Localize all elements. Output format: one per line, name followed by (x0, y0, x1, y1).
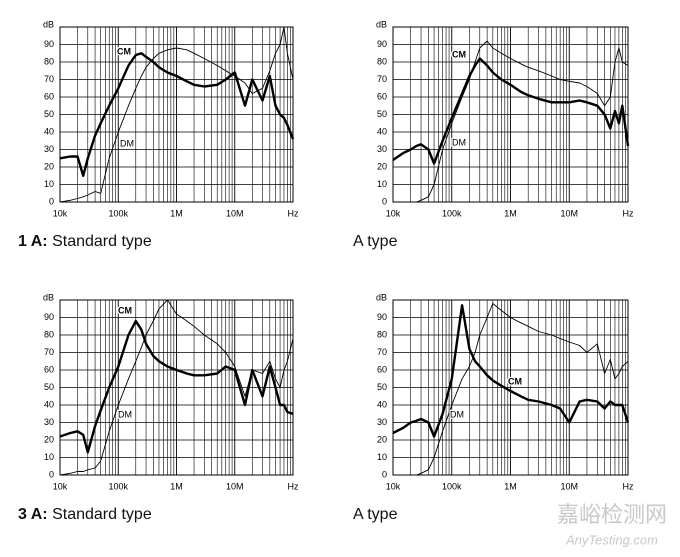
y-tick-label: 50 (44, 109, 54, 119)
y-tick-label: 10 (44, 179, 54, 189)
y-tick-label: 80 (44, 56, 54, 66)
series-label: DM (452, 137, 466, 147)
x-tick-label: 100k (442, 481, 462, 491)
series-label: CM (118, 305, 132, 315)
y-tick-label: 30 (377, 144, 387, 154)
series-line (59, 319, 294, 454)
y-tick-label: 20 (44, 434, 54, 444)
caption-text: A type (353, 233, 398, 250)
y-tick-label: 60 (377, 364, 387, 374)
y-tick-label: 30 (377, 417, 387, 427)
y-tick-label: 90 (377, 312, 387, 322)
x-tick-label: Hz (288, 481, 299, 491)
watermark-en: AnyTesting.com (565, 532, 658, 547)
y-tick-label: 60 (377, 91, 387, 101)
x-tick-label: 1M (504, 481, 517, 491)
series-line (393, 40, 629, 203)
x-tick-label: Hz (623, 481, 634, 491)
caption: A type (353, 506, 398, 523)
y-tick-label: 60 (44, 91, 54, 101)
x-tick-label: 10M (560, 481, 578, 491)
series-label: CM (117, 46, 131, 56)
y-tick-label: 40 (377, 399, 387, 409)
y-tick-label: 90 (377, 39, 387, 49)
y-tick-label: 20 (377, 161, 387, 171)
y-tick-label: 0 (49, 469, 54, 479)
series-label: DM (118, 409, 132, 419)
x-tick-label: 1M (504, 208, 517, 218)
x-tick-label: 1M (170, 208, 183, 218)
y-tick-label: 90 (44, 312, 54, 322)
y-tick-label: 30 (44, 417, 54, 427)
y-tick-label: 50 (377, 382, 387, 392)
y-tick-label: 0 (382, 469, 387, 479)
x-tick-label: 10k (386, 208, 401, 218)
plot-frame (392, 26, 629, 203)
y-tick-label: 70 (377, 347, 387, 357)
y-axis-label: dB (43, 292, 54, 302)
x-tick-label: 100k (108, 208, 128, 218)
x-tick-label: 10k (53, 481, 68, 491)
plot-frame (59, 299, 294, 476)
y-tick-label: 80 (44, 329, 54, 339)
series-label: DM (450, 409, 464, 419)
x-tick-label: 10M (560, 208, 578, 218)
y-tick-label: 50 (44, 382, 54, 392)
x-tick-label: Hz (623, 208, 634, 218)
y-axis-label: dB (376, 292, 387, 302)
y-tick-label: 70 (44, 347, 54, 357)
y-tick-label: 80 (377, 56, 387, 66)
series-line (59, 52, 295, 177)
y-tick-label: 60 (44, 364, 54, 374)
y-tick-label: 50 (377, 109, 387, 119)
y-tick-label: 0 (49, 196, 54, 206)
y-tick-label: 40 (44, 126, 54, 136)
caption: A type (353, 233, 398, 250)
x-tick-label: 10M (226, 481, 244, 491)
caption-text: A type (353, 506, 398, 523)
series-line (392, 57, 630, 165)
y-tick-label: 40 (44, 399, 54, 409)
y-tick-label: 20 (44, 161, 54, 171)
caption: 1 A: Standard type (18, 233, 152, 250)
y-tick-label: 0 (382, 196, 387, 206)
series-line (393, 303, 629, 476)
series-line (59, 26, 294, 203)
series-label: DM (120, 138, 134, 148)
y-tick-label: 80 (377, 329, 387, 339)
caption-prefix: 3 A: (18, 506, 48, 523)
caption-text: Standard type (52, 506, 152, 523)
y-tick-label: 10 (377, 179, 387, 189)
watermark-cn: 嘉峪检测网 (557, 502, 667, 527)
y-tick-label: 70 (44, 74, 54, 84)
y-axis-label: dB (43, 19, 54, 29)
y-tick-label: 10 (44, 452, 54, 462)
y-axis-label: dB (376, 19, 387, 29)
plot-frame (59, 26, 294, 203)
series-line (392, 304, 630, 438)
x-tick-label: 100k (108, 481, 128, 491)
y-tick-label: 40 (377, 126, 387, 136)
caption-prefix: 1 A: (18, 233, 48, 250)
plot-frame (392, 299, 629, 476)
x-tick-label: 100k (442, 208, 462, 218)
series-label: CM (452, 49, 466, 59)
x-tick-label: 1M (170, 481, 183, 491)
x-tick-label: 10M (226, 208, 244, 218)
x-tick-label: Hz (288, 208, 299, 218)
x-tick-label: 10k (53, 208, 68, 218)
x-tick-label: 10k (386, 481, 401, 491)
y-tick-label: 70 (377, 74, 387, 84)
caption-text: Standard type (52, 233, 152, 250)
caption: 3 A: Standard type (18, 506, 152, 523)
series-line (59, 299, 294, 476)
y-tick-label: 20 (377, 434, 387, 444)
series-label: CM (508, 376, 522, 386)
y-tick-label: 30 (44, 144, 54, 154)
y-tick-label: 90 (44, 39, 54, 49)
y-tick-label: 10 (377, 452, 387, 462)
